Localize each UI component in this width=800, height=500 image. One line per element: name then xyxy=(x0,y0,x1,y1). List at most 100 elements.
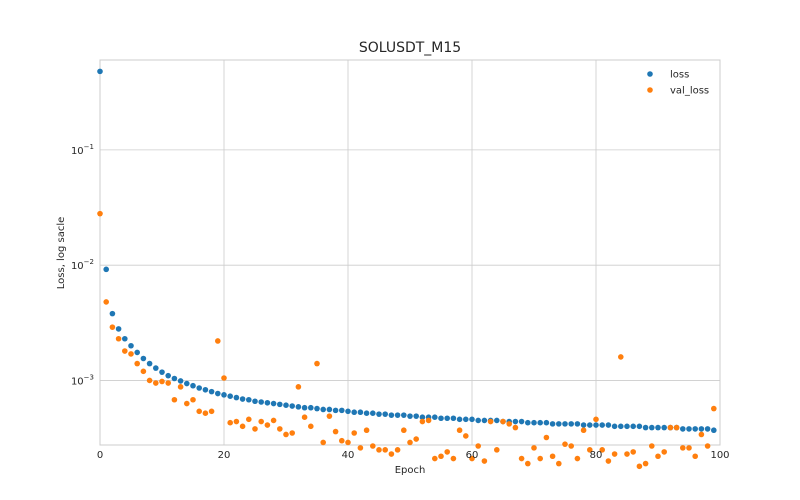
val-loss-point xyxy=(314,360,320,367)
x-tick-label: 0 xyxy=(97,450,103,461)
y-tick-label: 10−2 xyxy=(71,258,94,272)
loss-point xyxy=(574,421,581,427)
loss-point xyxy=(686,426,692,432)
val-loss-point xyxy=(413,436,420,442)
val-loss-point xyxy=(481,458,488,464)
loss-point xyxy=(270,400,277,407)
val-loss-point xyxy=(618,354,624,360)
loss-point xyxy=(351,409,358,416)
x-tick-label: 40 xyxy=(342,450,355,461)
val-loss-point xyxy=(463,433,469,439)
loss-point xyxy=(227,393,233,400)
loss-point xyxy=(450,415,457,422)
val-loss-point xyxy=(283,431,289,438)
legend-marker-val-loss xyxy=(647,87,653,93)
loss-point xyxy=(215,390,221,397)
legend-label-val-loss: val_loss xyxy=(670,86,709,97)
val-loss-point xyxy=(270,417,277,424)
loss-point xyxy=(698,426,705,432)
loss-point xyxy=(599,422,605,428)
val-loss-point xyxy=(171,396,178,403)
val-loss-point xyxy=(525,460,531,467)
val-loss-point xyxy=(134,360,140,367)
loss-point xyxy=(153,365,159,371)
val-loss-point xyxy=(239,423,246,430)
val-loss-point xyxy=(252,426,258,432)
val-loss-point xyxy=(122,348,128,354)
loss-point xyxy=(264,399,271,406)
series-val-loss xyxy=(97,210,717,470)
val-loss-point xyxy=(177,384,184,390)
loss-point xyxy=(277,401,283,408)
val-loss-point xyxy=(500,418,506,425)
loss-point xyxy=(165,372,171,379)
val-loss-point xyxy=(630,449,636,455)
val-loss-point xyxy=(419,418,426,425)
loss-point xyxy=(642,424,649,431)
val-loss-point xyxy=(587,447,593,453)
val-loss-point xyxy=(506,421,512,427)
loss-point xyxy=(401,412,407,418)
loss-point xyxy=(704,426,711,432)
loss-point xyxy=(649,424,655,431)
val-loss-point xyxy=(655,453,661,460)
val-loss-point xyxy=(543,434,550,441)
loss-point xyxy=(481,417,488,424)
loss-point xyxy=(246,396,252,403)
val-loss-point xyxy=(345,439,351,446)
loss-point xyxy=(432,414,438,420)
val-loss-point xyxy=(667,424,674,431)
loss-point xyxy=(556,421,562,427)
val-loss-point xyxy=(518,455,525,462)
loss-point xyxy=(314,405,320,412)
loss-point xyxy=(202,386,209,393)
val-loss-point xyxy=(475,443,482,449)
loss-point xyxy=(711,427,717,434)
loss-point xyxy=(289,403,296,409)
val-loss-point xyxy=(444,449,451,455)
val-loss-point xyxy=(456,427,463,434)
loss-point xyxy=(562,421,568,427)
loss-point xyxy=(531,419,537,426)
val-loss-point xyxy=(289,430,296,436)
loss-point xyxy=(345,408,351,415)
val-loss-point xyxy=(568,443,574,449)
grid xyxy=(100,60,720,445)
val-loss-point xyxy=(661,449,667,455)
val-loss-point xyxy=(301,414,308,420)
loss-point xyxy=(618,423,624,430)
val-loss-point xyxy=(673,424,680,431)
val-loss-point xyxy=(258,418,265,425)
loss-point xyxy=(363,410,370,416)
val-loss-point xyxy=(599,447,605,453)
loss-point xyxy=(239,396,246,402)
val-loss-point xyxy=(432,455,438,462)
loss-point xyxy=(388,412,395,418)
loss-point xyxy=(444,415,451,422)
loss-point xyxy=(283,402,289,408)
val-loss-point xyxy=(326,413,333,419)
loss-point xyxy=(208,388,215,395)
loss-point xyxy=(543,419,550,426)
loss-point xyxy=(357,409,364,416)
loss-point xyxy=(624,423,630,430)
val-loss-point xyxy=(153,380,159,386)
val-loss-point xyxy=(184,400,190,407)
val-loss-point xyxy=(109,324,116,330)
val-loss-point xyxy=(531,445,537,451)
val-loss-point xyxy=(320,439,327,446)
loss-point xyxy=(370,410,376,416)
x-tick-label: 80 xyxy=(590,450,603,461)
x-axis-label: Epoch xyxy=(395,465,426,476)
val-loss-point xyxy=(487,418,494,425)
loss-point xyxy=(301,404,308,411)
val-loss-point xyxy=(165,380,171,386)
loss-point xyxy=(177,378,184,384)
val-loss-point xyxy=(580,427,587,434)
val-loss-point xyxy=(376,447,382,453)
loss-point xyxy=(463,416,469,423)
loss-point xyxy=(475,417,482,424)
loss-point xyxy=(140,355,147,362)
